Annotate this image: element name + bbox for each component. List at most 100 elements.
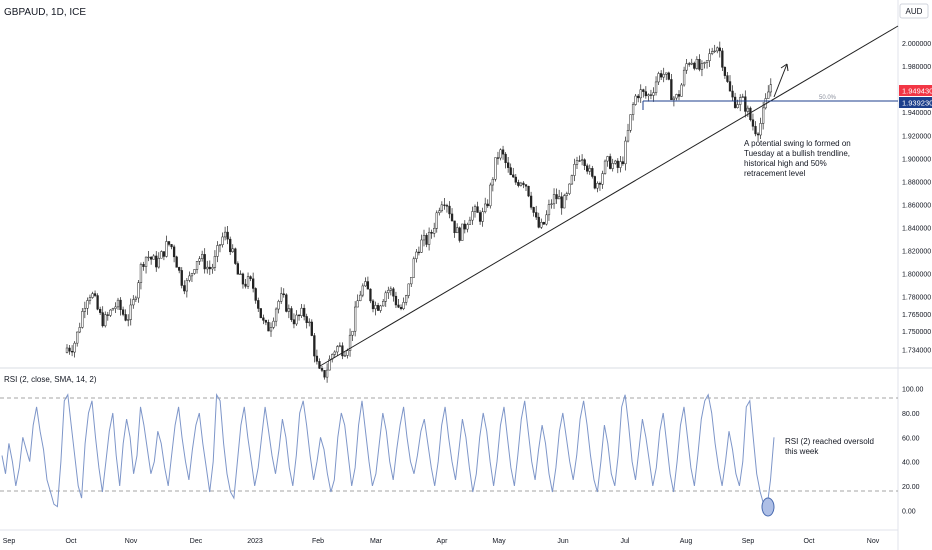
candle-body	[229, 238, 232, 253]
candle-body	[700, 63, 704, 70]
candle-body	[402, 302, 405, 309]
candle-body	[384, 292, 387, 302]
candle-body	[257, 300, 260, 309]
candle-body	[285, 294, 288, 312]
candle-body	[190, 273, 194, 277]
candle-body	[570, 175, 574, 185]
candle-body	[660, 73, 663, 78]
candle-body	[267, 322, 270, 332]
candle-body	[639, 89, 642, 99]
candle-body	[127, 319, 130, 321]
oversold-marker	[761, 497, 775, 517]
candle-body	[598, 182, 602, 185]
candle-body	[328, 358, 331, 371]
candle-body	[609, 156, 612, 169]
candle-body	[343, 355, 347, 357]
candle-body	[129, 304, 132, 320]
candle-body	[507, 162, 510, 168]
candle-body	[698, 59, 701, 70]
candle-body	[106, 314, 109, 316]
rsi-y-tick: 60.00	[902, 435, 920, 442]
candle-body	[231, 248, 234, 253]
candle-body	[601, 173, 604, 185]
symbol-title: GBPAUD, 1D, ICE	[4, 7, 86, 18]
candle-body	[175, 256, 178, 268]
candle-body	[568, 183, 571, 194]
candle-body	[456, 227, 459, 234]
candle-body	[152, 255, 155, 260]
candle-body	[185, 280, 188, 292]
candle-body	[412, 258, 415, 278]
candle-body	[529, 195, 533, 208]
candle-body	[762, 107, 765, 124]
candle-body	[445, 205, 449, 207]
candle-body	[767, 91, 770, 99]
candle-body	[430, 231, 433, 234]
rsi-y-tick: 20.00	[902, 484, 920, 491]
candle-body	[142, 264, 145, 267]
currency-badge: AUD	[899, 3, 929, 19]
candle-body	[73, 342, 76, 353]
candle-body	[91, 293, 94, 298]
candle-body	[155, 255, 158, 268]
candle-body	[558, 196, 561, 200]
candle-body	[688, 63, 691, 65]
candle-body	[68, 347, 71, 352]
price-y-tick: 1.750000	[902, 329, 931, 336]
candle-body	[721, 50, 724, 68]
candle-body	[501, 149, 505, 155]
candle-body	[517, 182, 520, 186]
price-y-tick: 1.765000	[902, 312, 931, 319]
candle-body	[675, 94, 678, 99]
candle-body	[356, 300, 359, 308]
level-price-badge: 1.939230	[899, 97, 932, 108]
candle-body	[619, 161, 622, 168]
candle-body	[458, 227, 461, 241]
candle-body	[626, 130, 630, 142]
candle-body	[637, 95, 640, 99]
candle-body	[203, 254, 206, 270]
candle-body	[728, 81, 732, 92]
candle-body	[160, 251, 163, 259]
candle-body	[578, 160, 581, 162]
x-tick-label: Jul	[621, 538, 630, 545]
candle-body	[246, 276, 250, 287]
candle-body	[443, 204, 446, 206]
candle-body	[165, 241, 168, 257]
candle-body	[387, 290, 390, 294]
candle-body	[137, 282, 140, 299]
rsi-y-tick: 80.00	[902, 411, 920, 418]
candle-body	[201, 254, 204, 259]
candle-body	[726, 75, 729, 82]
price-annotation-line-3: historical high and 50%	[744, 159, 827, 168]
candle-body	[318, 361, 321, 369]
bullish-trendline	[319, 25, 899, 367]
candle-body	[300, 307, 303, 316]
candle-body	[170, 244, 173, 248]
candle-body	[269, 327, 273, 332]
candle-body	[621, 161, 625, 165]
candle-body	[195, 260, 199, 270]
candle-body	[642, 89, 645, 92]
candle-body	[382, 301, 385, 307]
candle-body	[420, 239, 423, 253]
candle-body	[647, 94, 650, 97]
candle-body	[491, 179, 495, 186]
candle-body	[341, 345, 344, 357]
candle-body	[167, 241, 171, 245]
x-tick-label: Nov	[125, 538, 138, 545]
candle-body	[374, 305, 377, 310]
price-y-tick: 1.800000	[902, 272, 931, 279]
candle-body	[280, 293, 283, 302]
candle-body	[682, 69, 686, 86]
candle-body	[124, 314, 127, 321]
candle-body	[303, 307, 306, 317]
candle-body	[733, 96, 737, 108]
candle-body	[96, 295, 99, 310]
price-y-tick: 1.920000	[902, 133, 931, 140]
rsi-y-tick: 40.00	[902, 460, 920, 467]
candle-body	[208, 266, 211, 270]
candle-body	[545, 214, 548, 225]
candle-body	[514, 176, 517, 183]
